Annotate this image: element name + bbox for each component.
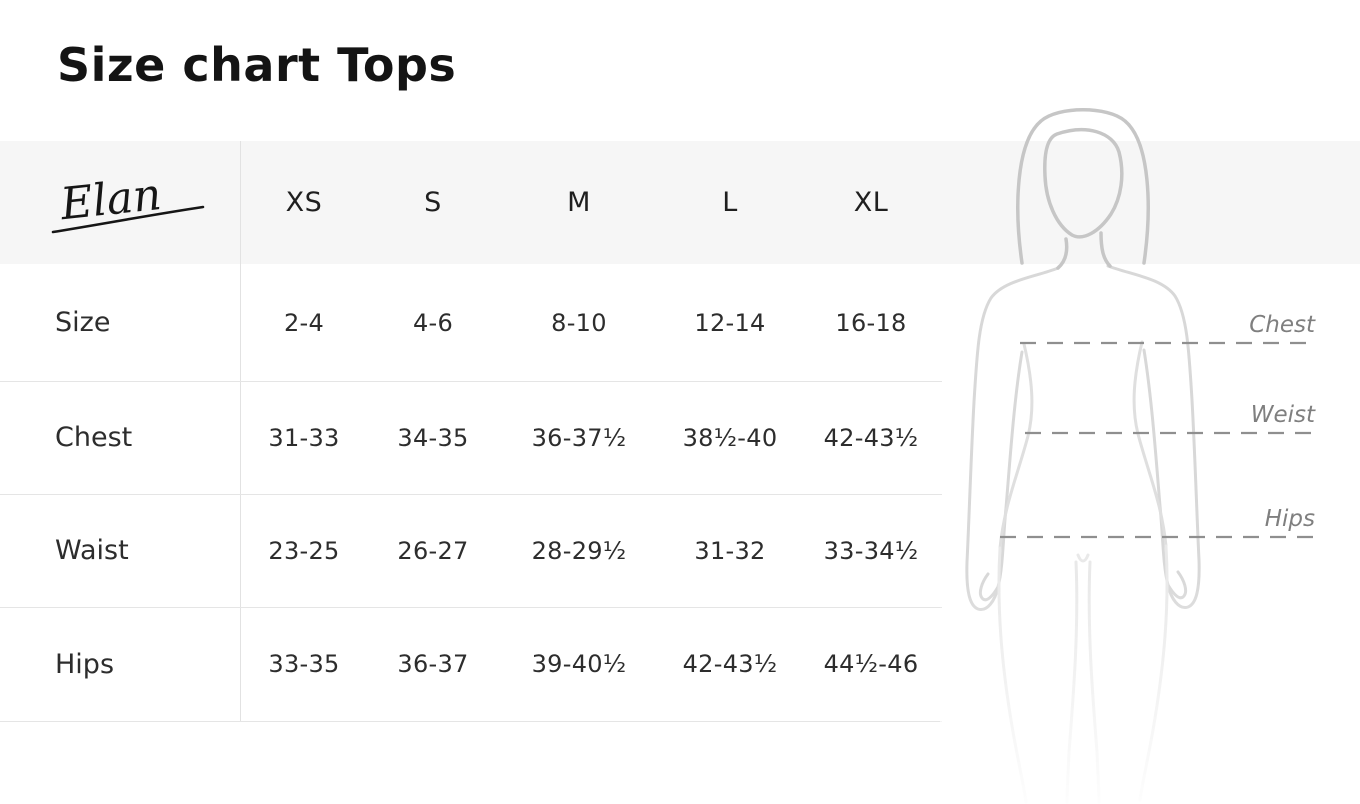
cell-chest-xl: 42-43½ bbox=[823, 423, 919, 452]
column-header-xl: XL bbox=[853, 187, 889, 218]
row-label: Size bbox=[55, 307, 111, 338]
row-divider bbox=[0, 607, 942, 608]
row-label: Chest bbox=[55, 422, 133, 453]
cell-waist-s: 26-27 bbox=[397, 536, 469, 565]
row-divider bbox=[0, 721, 942, 722]
brand-logo-text: Elan bbox=[57, 168, 164, 229]
measurement-lines bbox=[1000, 341, 1315, 539]
cell-size-s: 4-6 bbox=[412, 308, 454, 337]
cell-waist-l: 31-32 bbox=[694, 536, 766, 565]
column-header-xs: XS bbox=[285, 187, 323, 218]
figure-arms-outline bbox=[965, 264, 1201, 611]
column-header-s: S bbox=[424, 187, 442, 218]
row-label: Waist bbox=[55, 535, 129, 566]
row-divider bbox=[0, 381, 942, 382]
cell-size-xl: 16-18 bbox=[835, 308, 907, 337]
hips-measurement-label: Hips bbox=[1265, 506, 1315, 532]
brand-logo-underline bbox=[51, 205, 205, 233]
cell-hips-s: 36-37 bbox=[397, 650, 469, 678]
figure-head-outline bbox=[1016, 108, 1150, 270]
table-header-row: Elan XS S M L XL bbox=[0, 141, 942, 264]
table-row-chest: Chest 31-33 34-35 36-37½ 38½-40 42-43½ bbox=[0, 381, 942, 494]
cell-waist-m: 28-29½ bbox=[531, 536, 627, 565]
table-header-band bbox=[0, 141, 1360, 264]
table-row-hips: Hips 33-35 36-37 39-40½ 42-43½ 44½-46 bbox=[0, 607, 942, 721]
figure-torso-outline bbox=[998, 340, 1168, 550]
cell-chest-xs: 31-33 bbox=[268, 423, 340, 452]
cell-size-m: 8-10 bbox=[551, 308, 607, 337]
brand-logo: Elan bbox=[51, 160, 211, 246]
cell-waist-xs: 23-25 bbox=[268, 536, 340, 565]
waist-measurement-label: Weist bbox=[1251, 402, 1316, 428]
table-vertical-divider bbox=[240, 141, 241, 721]
figure-bottom-fade bbox=[940, 575, 1360, 804]
brand-logo-signature: Elan bbox=[51, 168, 205, 233]
cell-hips-l: 42-43½ bbox=[682, 650, 778, 678]
cell-size-l: 12-14 bbox=[694, 308, 766, 337]
chest-measurement-label: Chest bbox=[1249, 312, 1316, 338]
cell-hips-xl: 44½-46 bbox=[823, 650, 919, 678]
cell-hips-xs: 33-35 bbox=[268, 650, 340, 678]
row-label: Hips bbox=[55, 648, 115, 680]
column-header-l: L bbox=[722, 187, 738, 218]
cell-chest-m: 36-37½ bbox=[531, 423, 627, 452]
cell-chest-l: 38½-40 bbox=[682, 423, 778, 452]
page-title: Size chart Tops bbox=[57, 38, 457, 92]
table-row-size: Size 2-4 4-6 8-10 12-14 16-18 bbox=[0, 264, 942, 381]
column-header-m: M bbox=[567, 187, 591, 218]
cell-hips-m: 39-40½ bbox=[531, 650, 627, 678]
cell-waist-xl: 33-34½ bbox=[823, 536, 919, 565]
row-divider bbox=[0, 494, 942, 495]
cell-size-xs: 2-4 bbox=[283, 308, 325, 337]
body-measurement-figure: Chest Weist Hips bbox=[940, 108, 1360, 804]
cell-chest-s: 34-35 bbox=[397, 423, 469, 452]
brand-logo-cell: Elan bbox=[0, 160, 240, 246]
table-row-waist: Waist 23-25 26-27 28-29½ 31-32 33-34½ bbox=[0, 494, 942, 607]
